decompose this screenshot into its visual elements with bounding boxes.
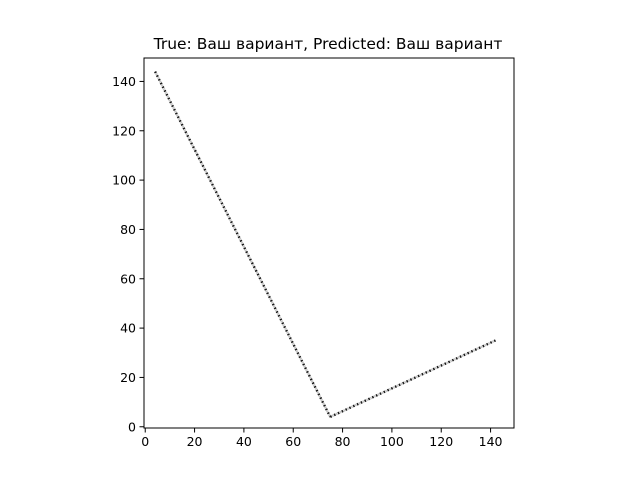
x-tick-label-140: 140 — [479, 434, 503, 449]
x-tick-label-120: 120 — [429, 434, 453, 449]
y-tick-label-60: 60 — [120, 271, 136, 286]
series-0-segment-1-shade — [329, 339, 497, 418]
x-tick-label-20: 20 — [187, 434, 203, 449]
y-tick-label-100: 100 — [112, 173, 136, 188]
series-0-segment-1 — [329, 339, 497, 418]
y-tick-label-20: 20 — [120, 370, 136, 385]
x-tick-label-40: 40 — [236, 434, 252, 449]
chart-title: True: Ваш вариант, Predicted: Ваш вариан… — [153, 35, 503, 53]
y-tick-label-40: 40 — [120, 321, 136, 336]
series-0-segment-0 — [154, 71, 332, 418]
series-layer — [154, 71, 497, 418]
x-tick-label-100: 100 — [380, 434, 404, 449]
y-tick-label-120: 120 — [112, 123, 136, 138]
y-tick-label-0: 0 — [128, 419, 136, 434]
series-0-segment-0-shade — [154, 71, 332, 418]
y-tick-label-140: 140 — [112, 74, 136, 89]
x-axis: 0 20 40 60 80 100 120 140 — [141, 428, 503, 449]
y-axis: 0 20 40 60 80 100 120 140 — [112, 74, 144, 434]
x-tick-label-0: 0 — [141, 434, 149, 449]
y-tick-label-80: 80 — [120, 222, 136, 237]
x-tick-label-80: 80 — [335, 434, 351, 449]
x-tick-label-60: 60 — [285, 434, 301, 449]
plot-area — [143, 57, 515, 429]
